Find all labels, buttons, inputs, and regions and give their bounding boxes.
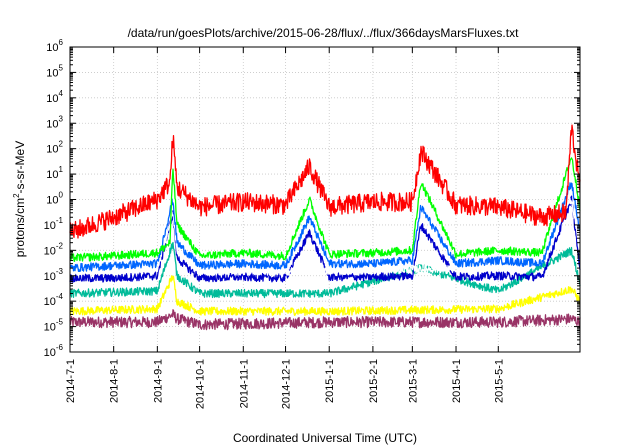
y-tick-label-base: 10 (46, 118, 58, 130)
series-line (69, 124, 581, 239)
x-tick-label: 2014-12-1 (281, 359, 293, 409)
x-tick-label: 2014-11-1 (238, 359, 250, 408)
y-tick-label: 10-6 (44, 343, 64, 359)
y-tick-label: 105 (46, 63, 63, 79)
x-tick-label: 2014-7-1 (65, 359, 77, 403)
series-line (69, 182, 581, 273)
y-tick-label-base: 10 (44, 220, 56, 232)
x-tick-labels: 2014-7-1 2014-8-1 2014-9-1 2014-10-1 2014-11… (65, 359, 505, 409)
y-tick-label-exponent: -1 (56, 216, 64, 225)
x-tick-label: 2015-4-1 (451, 359, 463, 403)
ticks (69, 46, 580, 353)
y-tick-labels: 10-610-510-410-310-210-11001011021031041… (44, 38, 64, 359)
series-layer (69, 124, 581, 331)
y-tick-label-exponent: 4 (59, 89, 64, 98)
y-tick-label-base: 10 (46, 93, 58, 105)
grid (70, 47, 580, 352)
y-tick-label-exponent: 5 (59, 63, 64, 72)
series-line (69, 309, 581, 331)
y-tick-label: 104 (46, 89, 63, 105)
y-tick-label-exponent: -6 (56, 343, 64, 352)
y-tick-label-exponent: -2 (56, 241, 64, 250)
y-tick-label: 103 (46, 114, 63, 130)
y-tick-label-base: 10 (46, 42, 58, 54)
y-tick-label: 10-4 (44, 292, 64, 308)
y-tick-label-exponent: 6 (59, 38, 64, 47)
y-tick-label-base: 10 (44, 347, 56, 359)
x-tick-label: 2015-3-1 (407, 359, 419, 403)
y-tick-label-base: 10 (46, 67, 58, 79)
y-tick-label: 102 (46, 140, 63, 156)
y-tick-label-base: 10 (46, 144, 58, 156)
x-tick-label: 2014-9-1 (152, 359, 164, 403)
series-line (69, 241, 581, 299)
y-tick-label-exponent: 3 (59, 114, 64, 123)
y-axis-title-rest: -s-sr-MeV (13, 141, 27, 194)
y-tick-label-exponent: 0 (59, 191, 64, 200)
y-tick-label-base: 10 (44, 322, 56, 334)
series-line (69, 157, 581, 262)
y-axis-title-superscript: 2 (12, 193, 21, 198)
x-tick-label: 2014-8-1 (109, 359, 121, 403)
series-line (69, 195, 581, 283)
y-tick-label-exponent: 1 (59, 165, 64, 174)
y-tick-label: 100 (46, 191, 63, 207)
y-tick-label-exponent: 2 (59, 140, 64, 149)
y-axis-title: protons/cm2-s-sr-MeV (12, 141, 27, 257)
y-tick-label: 101 (46, 165, 63, 181)
y-axis-title-base: protons/cm (13, 198, 27, 257)
y-tick-label-base: 10 (44, 271, 56, 283)
x-tick-label: 2015-5-1 (493, 359, 505, 403)
y-tick-label-exponent: -3 (56, 267, 64, 276)
y-tick-label-base: 10 (46, 169, 58, 181)
y-tick-label-exponent: -4 (56, 292, 64, 301)
y-tick-label-base: 10 (46, 195, 58, 207)
y-tick-label-base: 10 (44, 245, 56, 257)
y-tick-label: 10-3 (44, 267, 64, 283)
y-tick-label: 10-5 (44, 318, 64, 334)
x-tick-label: 2014-10-1 (195, 359, 207, 409)
y-tick-label-exponent: -5 (56, 318, 64, 327)
x-axis-title: Coordinated Universal Time (UTC) (233, 431, 417, 445)
y-tick-label: 10-1 (44, 216, 64, 232)
y-tick-label-base: 10 (44, 296, 56, 308)
y-tick-label: 106 (46, 38, 63, 54)
x-tick-label: 2015-1-1 (324, 359, 336, 403)
series-line (69, 275, 581, 316)
y-tick-label: 10-2 (44, 241, 64, 257)
chart-title: /data/run/goesPlots/archive/2015-06-28/f… (128, 26, 520, 40)
x-tick-label: 2015-2-1 (368, 359, 380, 403)
